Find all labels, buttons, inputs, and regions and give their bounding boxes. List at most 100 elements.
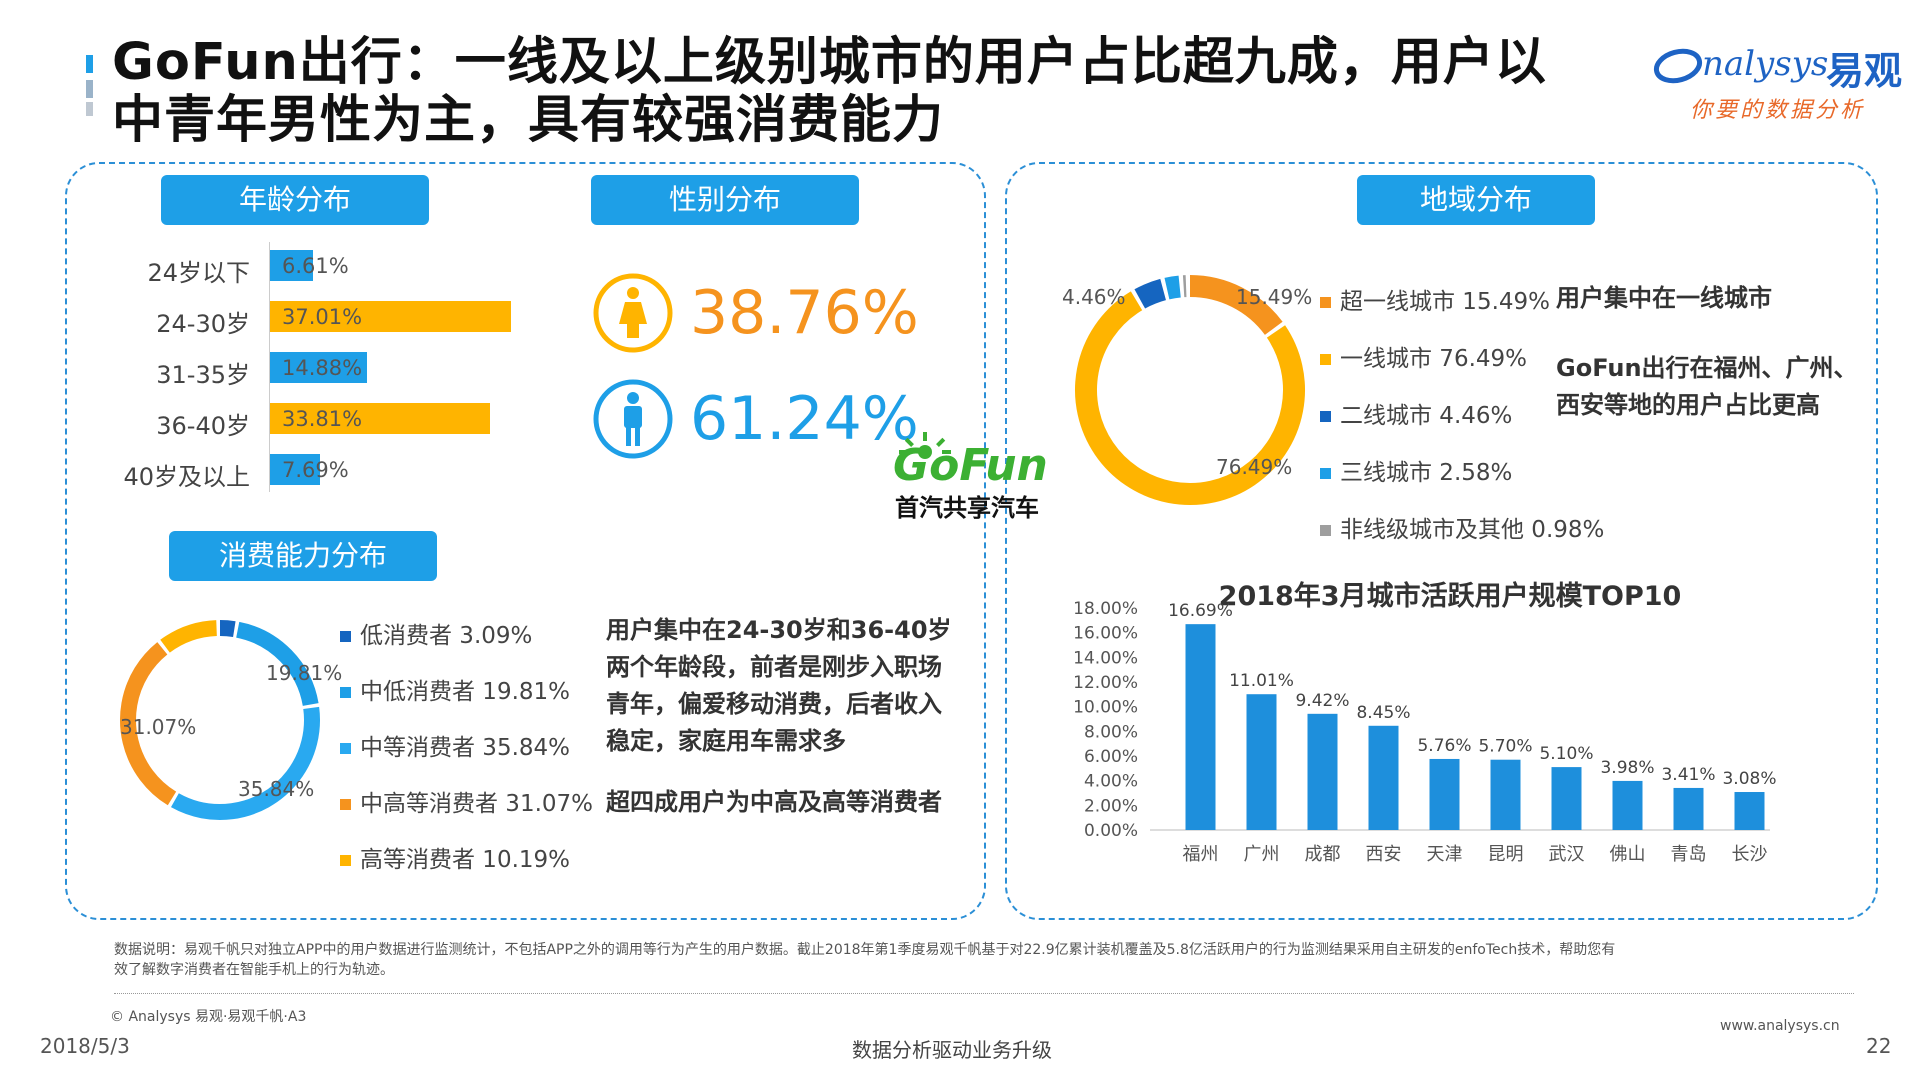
female-icon: [592, 272, 674, 358]
legend-item: 中等消费者 35.84%: [340, 728, 593, 784]
copyright: © Analysys 易观·易观千帆·A3: [110, 1009, 307, 1025]
legend-swatch: [340, 687, 351, 698]
legend-swatch: [340, 743, 351, 754]
consumption-note: 超四成用户为中高及高等消费者: [606, 788, 942, 816]
city-bar: [1307, 713, 1338, 830]
age-value-label: 14.88%: [282, 356, 363, 380]
region-slice: [1075, 275, 1305, 505]
legend-label: 高等消费者 10.19%: [360, 847, 571, 873]
legend-swatch: [340, 799, 351, 810]
consumption-legend: 低消费者 3.09% 中低消费者 19.81% 中等消费者 35.84% 中高等消费者…: [340, 616, 593, 896]
age-section-title: 年龄分布: [161, 175, 429, 225]
age-bar: [270, 301, 511, 332]
age-note: 用户集中在24-30岁和36-40岁 两个年龄段，前者是刚步入职场 青年，偏爱移…: [606, 612, 976, 760]
legend-swatch: [340, 855, 351, 866]
city-bar: [1185, 624, 1216, 830]
legend-item: 一线城市 76.49%: [1320, 339, 1604, 396]
top10-chart-title: 2018年3月城市活跃用户规模TOP10: [1218, 581, 1682, 612]
city-bar: [1612, 780, 1643, 830]
title-accent-bar: [86, 102, 93, 116]
title-accent-bar: [86, 80, 93, 98]
city-bar: [1246, 694, 1277, 830]
analysys-a-icon: [1653, 48, 1703, 84]
footer-slogan: 数据分析驱动业务升级: [852, 1038, 1052, 1062]
age-bar: [270, 352, 367, 383]
age-bar: [270, 454, 320, 485]
legend-swatch: [1320, 525, 1331, 536]
legend-swatch: [1320, 411, 1331, 422]
page-number: 22: [1866, 1034, 1892, 1058]
left-panel: [65, 162, 986, 920]
region-ring-label: 4.46%: [1062, 285, 1126, 309]
city-label: 佛山: [1610, 844, 1646, 865]
consumption-ring-label: 31.07%: [120, 715, 196, 739]
city-bar: [1368, 725, 1399, 830]
region-note-1: 用户集中在一线城市: [1556, 284, 1772, 312]
legend-label: 非线级城市及其他 0.98%: [1340, 517, 1605, 543]
y-tick-label: 4.00%: [1084, 772, 1138, 792]
age-note-line: 两个年龄段，前者是刚步入职场: [606, 653, 942, 681]
age-bar-chart: 24岁以下 6.61% 24-30岁 37.01% 31-35岁 14.88% 36-40岁…: [100, 242, 560, 500]
website: www.analysys.cn: [1720, 1018, 1840, 1034]
logo-slogan: 你要的数据分析: [1690, 98, 1866, 123]
legend-swatch: [1320, 468, 1331, 479]
male-percentage: 61.24%: [690, 384, 919, 454]
region-section-title: 地域分布: [1357, 175, 1595, 225]
age-category-label: 24-30岁: [156, 310, 250, 338]
region-ring-label: 76.49%: [1216, 455, 1292, 479]
right-panel: [1005, 162, 1878, 920]
bar-value-label: 5.76%: [1417, 736, 1471, 756]
region-note-line: 西安等地的用户占比更高: [1556, 391, 1820, 419]
city-label: 广州: [1244, 844, 1280, 865]
page-title: GoFun出行：一线及以上级别城市的用户占比超九成，用户以 中青年男性为主，具有…: [112, 34, 1652, 150]
legend-label: 三线城市 2.58%: [1340, 460, 1513, 486]
age-value-label: 7.69%: [282, 458, 349, 482]
city-label: 武汉: [1549, 844, 1585, 865]
consumption-ring-label: 19.81%: [266, 661, 342, 685]
age-value-label: 6.61%: [282, 254, 349, 278]
consumption-slice: [120, 620, 320, 820]
city-label: 西安: [1366, 844, 1402, 865]
analysys-logo: [1652, 42, 1704, 88]
legend-item: 三线城市 2.58%: [1320, 453, 1604, 510]
region-legend: 超一线城市 15.49% 一线城市 76.49% 二线城市 4.46% 三线城市 2.…: [1320, 282, 1604, 567]
legend-item: 中高等消费者 31.07%: [340, 784, 593, 840]
city-label: 青岛: [1671, 844, 1707, 865]
gofun-tagline: 首汽共享汽车: [895, 494, 1039, 522]
region-ring-label: 15.49%: [1236, 285, 1312, 309]
page-title-line1: GoFun出行：一线及以上级别城市的用户占比超九成，用户以: [112, 33, 1547, 92]
legend-label: 超一线城市 15.49%: [1340, 289, 1551, 315]
legend-swatch: [1320, 354, 1331, 365]
y-tick-label: 18.00%: [1073, 599, 1138, 619]
city-label: 长沙: [1732, 844, 1768, 865]
bar-value-label: 3.98%: [1600, 758, 1654, 778]
bar-value-label: 3.41%: [1661, 765, 1715, 785]
age-note-line: 用户集中在24-30岁和36-40岁: [606, 616, 952, 644]
y-tick-label: 16.00%: [1073, 624, 1138, 644]
logo-text: nalysys: [1702, 44, 1829, 84]
y-tick-label: 8.00%: [1084, 722, 1138, 742]
legend-item: 超一线城市 15.49%: [1320, 282, 1604, 339]
data-note-line: 效了解数字消费者在智能手机上的行为轨迹。: [114, 962, 394, 978]
y-tick-label: 6.00%: [1084, 747, 1138, 767]
city-bar: [1734, 792, 1765, 830]
consumption-donut-chart: 19.81% 35.84% 31.07%: [120, 620, 342, 820]
bar-value-label: 16.69%: [1168, 601, 1233, 621]
gofun-logo: [895, 430, 955, 464]
age-category-label: 40岁及以上: [123, 463, 250, 491]
bar-value-label: 9.42%: [1295, 691, 1349, 711]
age-category-label: 31-35岁: [156, 361, 250, 389]
region-slice: [1075, 275, 1305, 505]
legend-item: 中低消费者 19.81%: [340, 672, 593, 728]
legend-item: 二线城市 4.46%: [1320, 396, 1604, 453]
legend-item: 非线级城市及其他 0.98%: [1320, 510, 1604, 567]
gofun-sun-icon: [899, 432, 951, 459]
city-label: 成都: [1305, 844, 1341, 865]
region-note-line: GoFun出行在福州、广州、: [1556, 354, 1858, 382]
city-bar: [1551, 767, 1582, 830]
region-note-2: GoFun出行在福州、广州、 西安等地的用户占比更高: [1556, 350, 1876, 424]
age-category-label: 36-40岁: [156, 412, 250, 440]
age-bar: [270, 250, 313, 281]
legend-label: 二线城市 4.46%: [1340, 403, 1513, 429]
city-label: 天津: [1427, 844, 1463, 865]
